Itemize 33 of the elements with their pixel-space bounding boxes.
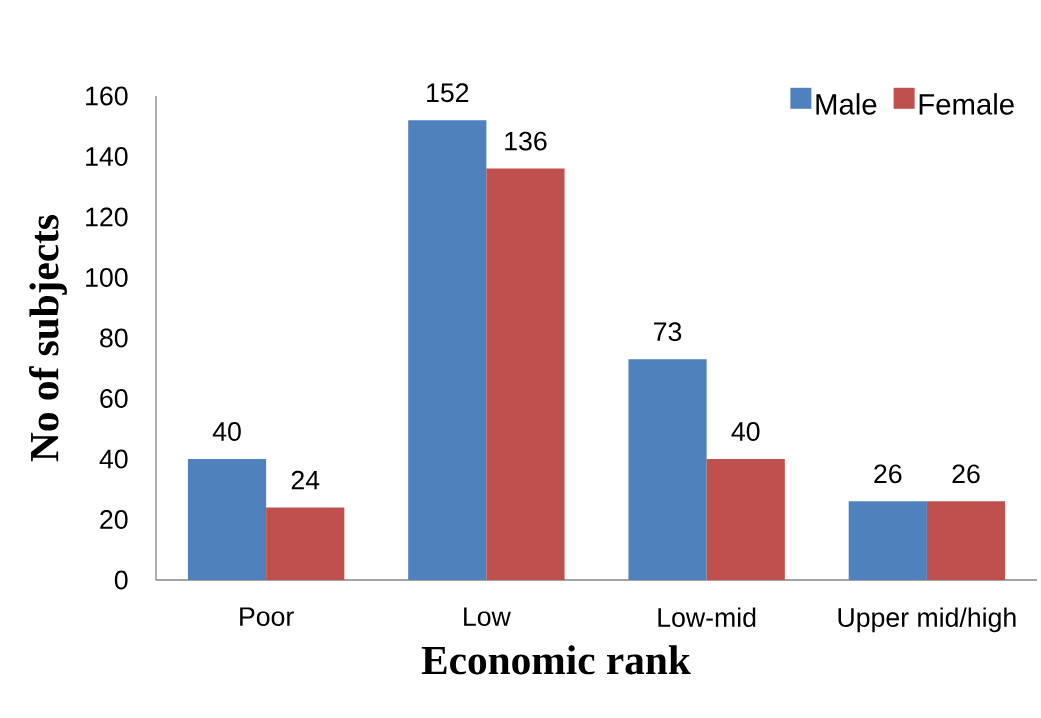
x-tick-label: Poor	[240, 607, 294, 626]
bar	[408, 120, 487, 580]
y-tick-label: 160	[86, 86, 128, 106]
bar	[848, 501, 927, 580]
data-label: 26	[952, 464, 980, 484]
data-label: 26	[874, 464, 902, 484]
y-tick-label: 140	[86, 147, 128, 166]
data-label: 40	[212, 422, 241, 441]
y-tick-label: 120	[86, 207, 128, 227]
data-label: 136	[505, 131, 547, 151]
y-tick-label: 20	[100, 510, 128, 529]
bar	[486, 168, 565, 580]
y-tick-label: 100	[86, 268, 128, 287]
y-tick-label: 80	[100, 328, 128, 348]
x-tick-label: Low-mid	[658, 607, 756, 627]
data-label: 152	[427, 83, 469, 103]
y-tick-label: 60	[100, 389, 128, 408]
data-label: 73	[654, 322, 682, 342]
bar	[266, 507, 345, 580]
bar	[187, 459, 267, 580]
x-tick-label: Low	[464, 607, 511, 626]
bar	[628, 359, 707, 580]
x-axis-title: Economic rank	[421, 645, 691, 675]
bar	[706, 459, 785, 580]
bar	[926, 501, 1006, 580]
y-tick-label: 0	[114, 570, 128, 590]
data-label: 24	[291, 470, 320, 490]
y-axis-title: No of subjects	[29, 215, 67, 462]
x-tick-label: Upper mid/high	[838, 607, 1016, 633]
legend-label: Male	[816, 93, 877, 115]
data-label: 40	[731, 422, 760, 441]
legend-label: Female	[919, 93, 1014, 115]
y-tick-label: 40	[99, 449, 128, 469]
